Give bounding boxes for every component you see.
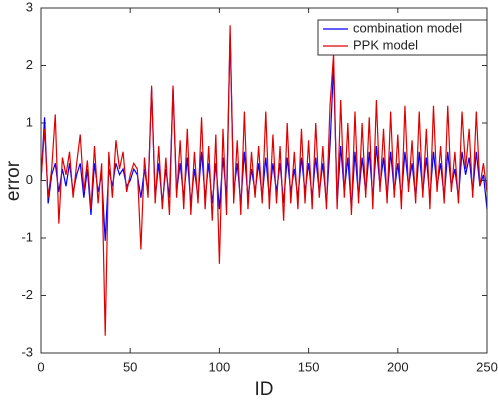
x-tick-label: 0 [37,359,44,374]
x-axis-title: ID [255,379,274,400]
y-axis-title: error [3,160,24,201]
legend-label: combination model [353,20,462,35]
y-tick-label: 2 [26,57,33,72]
y-tick-label: -1 [21,229,33,244]
y-tick-label: -2 [21,287,33,302]
x-tick-label: 100 [209,359,231,374]
plot-frame [40,7,488,354]
y-tick-label: -3 [21,344,33,359]
y-tick-label: 0 [26,172,33,187]
x-tick-label: 150 [298,359,320,374]
data-line [40,25,488,336]
x-tick-label: 200 [387,359,409,374]
y-tick-label: 1 [26,114,33,129]
y-tick-label: 3 [26,0,33,14]
data-line [40,33,488,241]
legend-label: PPK model [353,37,418,52]
x-tick-label: 250 [476,359,498,374]
x-tick-label: 50 [123,359,137,374]
legend-box [317,19,488,56]
